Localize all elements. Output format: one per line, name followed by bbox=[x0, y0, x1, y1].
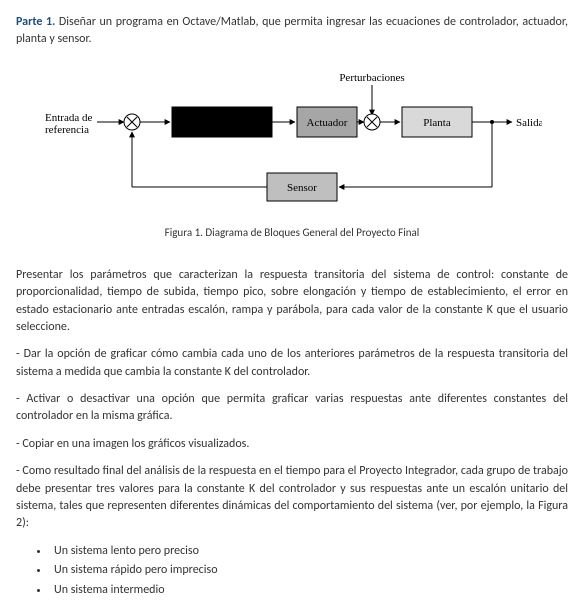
paragraph-5: - Como resultado final del análisis de l… bbox=[16, 463, 568, 533]
part-label: Parte 1. bbox=[16, 15, 55, 29]
label-perturbaciones: Perturbaciones bbox=[339, 72, 404, 84]
block-diagram: Perturbaciones Entrada de referencia Con… bbox=[16, 67, 568, 217]
heading-text: Diseñar un programa en Octave/Matlab, qu… bbox=[16, 15, 568, 46]
label-actuador: Actuador bbox=[307, 117, 348, 129]
label-planta: Planta bbox=[423, 117, 451, 129]
label-entrada-l2: referencia bbox=[45, 124, 89, 136]
paragraph-4: - Copiar en una imagen los gráficos visu… bbox=[16, 436, 568, 453]
paragraph-2: - Dar la opción de graficar cómo cambia … bbox=[16, 346, 568, 381]
label-sensor: Sensor bbox=[287, 182, 317, 194]
list-item: Un sistema lento pero preciso bbox=[50, 543, 568, 560]
label-salida: Salida bbox=[516, 117, 542, 129]
paragraph-3: - Activar o desactivar una opción que pe… bbox=[16, 391, 568, 426]
figure-caption: Figura 1. Diagrama de Bloques General de… bbox=[16, 225, 568, 241]
list-item: Un sistema intermedio bbox=[50, 582, 568, 599]
list-item: Un sistema rápido pero impreciso bbox=[50, 562, 568, 579]
system-list: Un sistema lento pero preciso Un sistema… bbox=[50, 543, 568, 599]
paragraph-1: Presentar los parámetros que caracteriza… bbox=[16, 267, 568, 337]
heading-line: Parte 1. Diseñar un programa en Octave/M… bbox=[16, 14, 568, 49]
label-controlador: Controlador bbox=[195, 117, 248, 129]
label-entrada-l1: Entrada de bbox=[45, 112, 92, 124]
